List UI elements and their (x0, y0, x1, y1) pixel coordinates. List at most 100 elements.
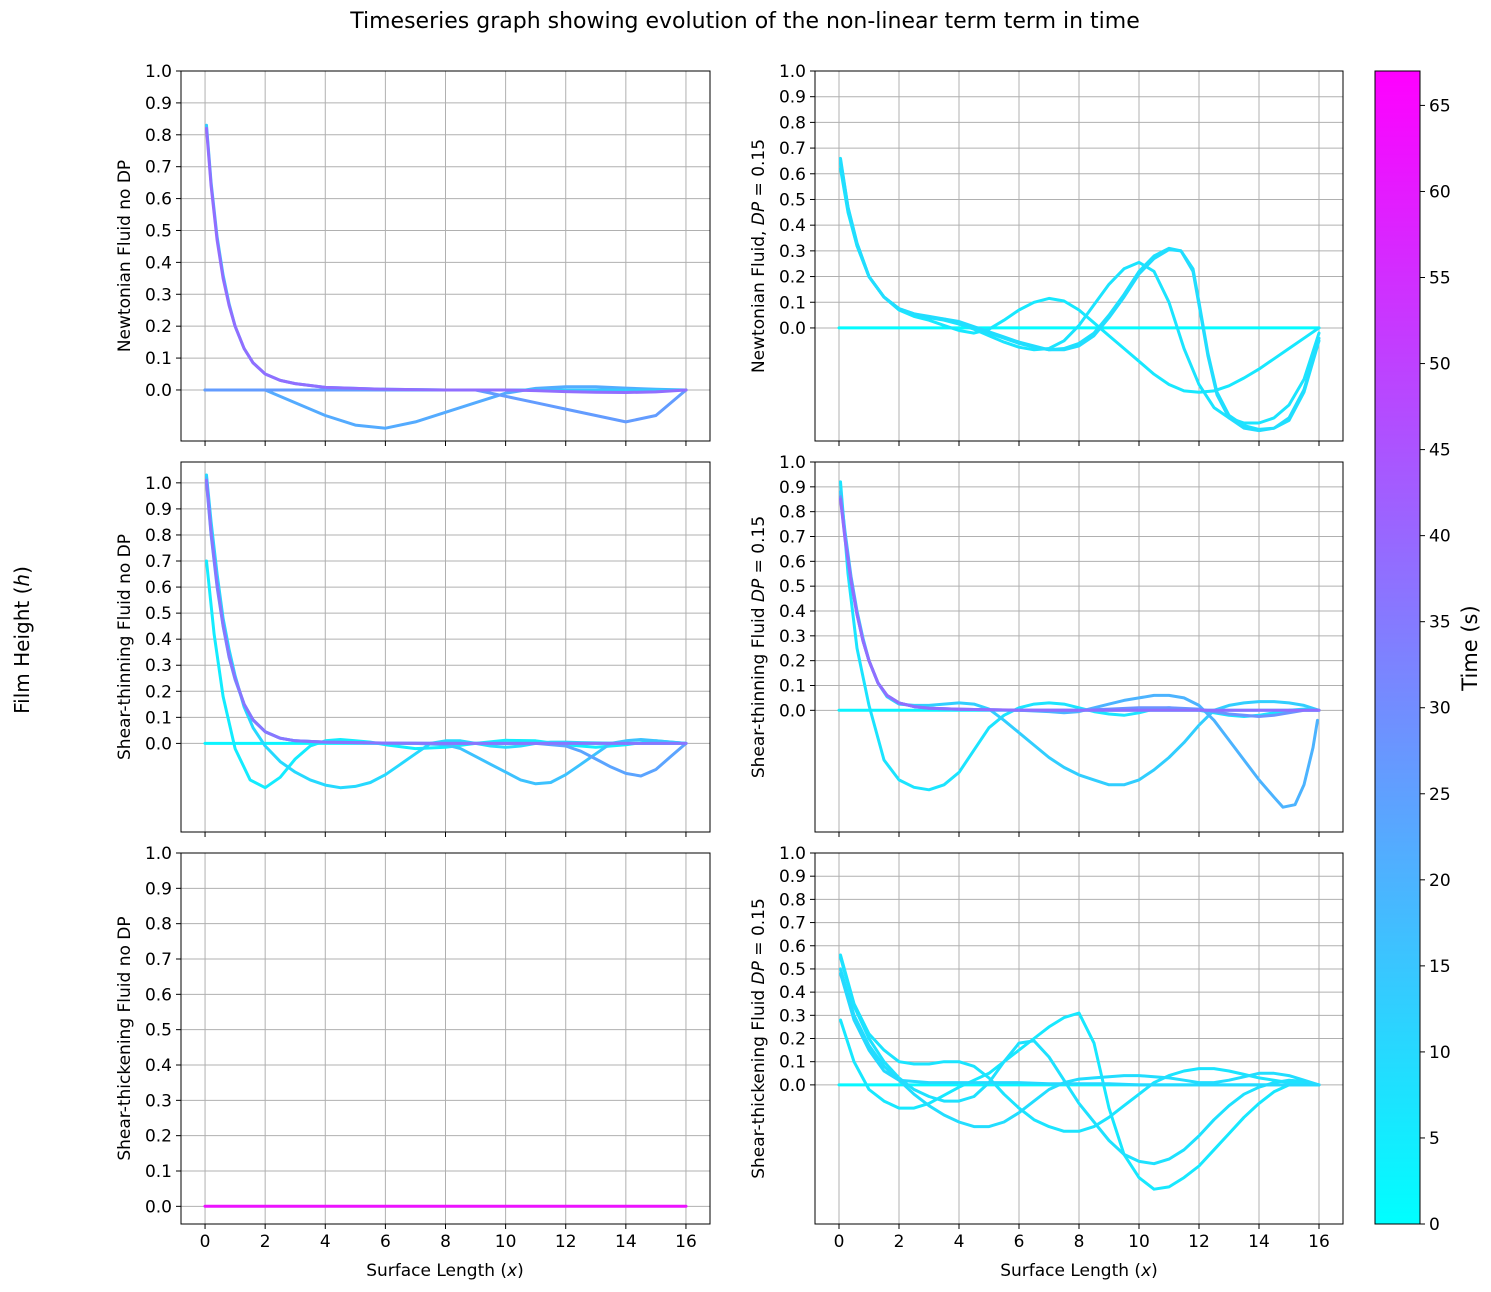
series-line-t6 (839, 1011, 1321, 1191)
y-tick-label: 0.5 (779, 577, 806, 597)
colorbar-tick-label: 55 (1429, 269, 1451, 289)
panel-newtonian-dp: 0.0 0.1 0.2 0.3 0.4 0.5 0.6 0.7 0.8 0.9 1.0 Newtoni… (749, 62, 1344, 446)
x-tick-label: 12 (1188, 1232, 1210, 1252)
y-tick-label: 1.0 (145, 62, 172, 82)
colorbar-tick-label: 40 (1429, 527, 1451, 547)
y-tick-label: 0.4 (779, 983, 806, 1003)
series-line-t13 (839, 490, 1321, 787)
x-tick-label: 10 (495, 1232, 517, 1252)
x-tick-label: 4 (320, 1232, 331, 1252)
y-tick-label: 0.6 (779, 937, 806, 957)
y-tick-label: 0.2 (779, 652, 806, 672)
y-tick-label: 0.4 (779, 602, 806, 622)
y-tick-label: 0.1 (779, 293, 806, 313)
y-tick-label: 0.3 (779, 1006, 806, 1026)
y-tick-label: 0.0 (145, 381, 172, 401)
colorbar-label: Time (s) (1458, 605, 1482, 691)
panel-shear-thickening-dp: 0 2 4 6 8 10 12 14 16 0.0 0.1 0.2 0.3 0.4 0.5 0.6 0.7 0.8… (749, 844, 1344, 1252)
series-line-t24 (205, 481, 688, 778)
y-tick-label: 0.0 (145, 734, 172, 754)
y-tick-label: 1.0 (779, 844, 806, 864)
y-tick-label: 0.7 (145, 158, 172, 178)
x-tick-label: 6 (1014, 1232, 1025, 1252)
y-tick-label: 0.7 (779, 527, 806, 547)
series-line-t38 (839, 497, 1321, 712)
colorbar-tick-label: 15 (1429, 957, 1451, 977)
series-group (837, 156, 1321, 433)
y-tick-label: 0.5 (145, 221, 172, 241)
y-tick-label: 0.1 (145, 1162, 172, 1182)
y-tick-label: 0.2 (779, 268, 806, 288)
y-tick-label: 0.4 (145, 630, 172, 650)
series-group (203, 473, 688, 790)
y-axis-label: Shear-thinning Fluid DP = 0.15 (749, 516, 769, 778)
colorbar-tick-label: 45 (1429, 441, 1451, 461)
y-tick-label: 0.2 (145, 1127, 172, 1147)
y-tick-label: 0.5 (779, 960, 806, 980)
x-tick-label: 12 (555, 1232, 577, 1252)
x-tick-label: 16 (1308, 1232, 1330, 1252)
y-tick-label: 0.2 (779, 1030, 806, 1050)
y-tick-label: 0.2 (145, 317, 172, 337)
y-tick-label: 1.0 (779, 453, 806, 473)
y-tick-label: 0.1 (145, 349, 172, 369)
series-line-t5 (205, 559, 688, 790)
series-line-t10 (839, 972, 1321, 1087)
y-tick-label: 0.3 (145, 1091, 172, 1111)
y-axis-label: Newtonian Fluid, DP = 0.15 (749, 139, 769, 373)
y-tick-label: 0.9 (145, 94, 172, 114)
y-tick-label: 1.0 (145, 844, 172, 864)
x-tick-label: 0 (834, 1232, 845, 1252)
y-tick-label: 0.5 (145, 604, 172, 624)
series-line-t9 (839, 159, 1321, 433)
panel-shear-thickening-no-dp: 0 2 4 6 8 10 12 14 16 0.0 0.1 0.2 0.3 0.4 0.5 0.6 0.7 0.8… (115, 844, 711, 1252)
y-tick-label: 0.1 (779, 676, 806, 696)
colorbar-tick-label: 0 (1429, 1215, 1440, 1235)
y-tick-label: 0.3 (779, 242, 806, 262)
colorbar-gradient (1374, 70, 1421, 1225)
colorbar-tick-label: 65 (1429, 96, 1451, 116)
y-tick-label: 0.8 (779, 503, 806, 523)
y-tick-label: 0.0 (779, 319, 806, 339)
series-line-t8 (839, 955, 1321, 1166)
series-group (837, 953, 1321, 1191)
x-tick-label: 0 (200, 1232, 211, 1252)
y-tick-label: 0.5 (779, 190, 806, 210)
colorbar-tick-label: 25 (1429, 785, 1451, 805)
x-tick-label: 8 (1074, 1232, 1085, 1252)
y-tick-label: 0.6 (779, 552, 806, 572)
x-tick-label: 10 (1128, 1232, 1150, 1252)
y-tick-label: 0.1 (145, 708, 172, 728)
y-tick-label: 0.9 (779, 478, 806, 498)
x-tick-label: 14 (1248, 1232, 1270, 1252)
y-tick-label: 0.8 (145, 126, 172, 146)
x-tick-label: 16 (675, 1232, 697, 1252)
series-line-t38 (205, 126, 688, 394)
y-tick-label: 0.6 (779, 165, 806, 185)
y-axis-label: Shear-thickening Fluid DP = 0.15 (749, 898, 769, 1179)
y-axis-label: Newtonian Fluid no DP (115, 160, 135, 352)
colorbar-tick-label: 35 (1429, 613, 1451, 633)
series-line-t9 (839, 967, 1321, 1129)
series-group (837, 480, 1321, 809)
x-axis-label-left: Surface Length (x) (366, 1261, 524, 1281)
colorbar: 0 5 10 15 20 25 30 35 40 45 50 55 60 65 Time (s) (1374, 70, 1482, 1235)
y-tick-label: 1.0 (145, 474, 172, 494)
colorbar-tick-label: 30 (1429, 699, 1451, 719)
panel-newtonian-no-dp: 0.0 0.1 0.2 0.3 0.4 0.5 0.6 0.7 0.8 0.9 1.0 Newtoni… (115, 62, 711, 446)
x-axis-label-right: Surface Length (x) (1000, 1261, 1158, 1281)
x-tick-label: 4 (954, 1232, 965, 1252)
y-tick-label: 0.3 (145, 656, 172, 676)
y-tick-label: 0.7 (779, 139, 806, 159)
y-tick-label: 0.4 (145, 1056, 172, 1076)
y-tick-label: 0.7 (145, 552, 172, 572)
y-tick-label: 0.9 (779, 867, 806, 887)
series-line-t10 (205, 473, 688, 790)
figure-title: Timeseries graph showing evolution of th… (349, 9, 1140, 34)
y-tick-label: 0.8 (779, 113, 806, 133)
colorbar-tick-label: 60 (1429, 182, 1451, 202)
y-tick-label: 0.7 (145, 950, 172, 970)
y-tick-label: 0.0 (779, 701, 806, 721)
y-tick-label: 0.8 (145, 915, 172, 935)
y-tick-label: 0.9 (145, 500, 172, 520)
